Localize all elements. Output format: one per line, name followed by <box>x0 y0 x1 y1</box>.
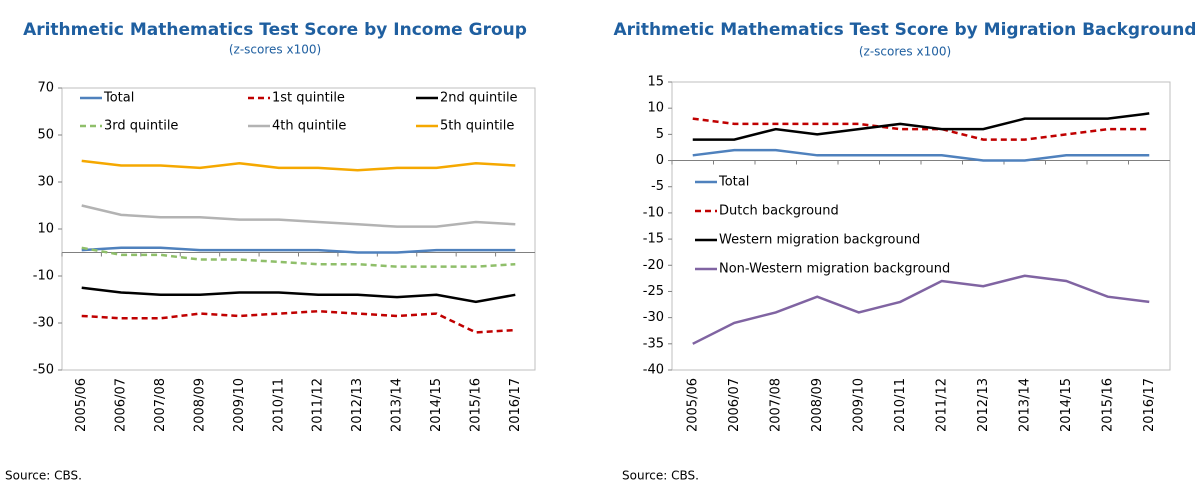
legend-label: Western migration background <box>719 233 920 248</box>
series-line <box>81 204 516 228</box>
legend-label: Non-Western migration background <box>719 262 950 277</box>
y-tick-label: 5 <box>656 127 664 142</box>
legend-label: 1st quintile <box>272 91 345 106</box>
chart-title: Arithmetic Mathematics Test Score by Mig… <box>613 20 1195 40</box>
series-line <box>692 117 1150 141</box>
legend-label: Dutch background <box>719 204 839 219</box>
x-tick-label: 2005/06 <box>685 378 700 432</box>
legend-label: 2nd quintile <box>440 91 518 106</box>
series-line <box>692 112 1150 141</box>
legend-label: Total <box>718 175 749 190</box>
x-tick-label: 2007/08 <box>768 378 783 432</box>
x-tick-label: 2008/09 <box>810 378 825 432</box>
x-tick-label: 2014/15 <box>1059 378 1074 432</box>
y-tick-label: 10 <box>37 222 54 237</box>
x-tick-label: 2013/14 <box>1017 378 1032 432</box>
x-tick-label: 2016/17 <box>508 378 523 432</box>
chart-subtitle: (z-scores x100) <box>859 45 951 59</box>
source-note: Source: CBS. <box>622 469 699 483</box>
chart-subtitle: (z-scores x100) <box>229 43 321 57</box>
x-tick-label: 2010/11 <box>893 378 908 432</box>
series-line <box>692 148 1150 162</box>
series-line <box>81 309 516 334</box>
y-tick-label: 15 <box>647 75 664 90</box>
legend-label: Total <box>103 91 134 106</box>
y-tick-label: -10 <box>643 205 664 220</box>
x-tick-label: 2011/12 <box>934 378 949 432</box>
x-tick-label: 2012/13 <box>976 378 991 432</box>
y-tick-label: -10 <box>33 269 54 284</box>
x-tick-label: 2009/10 <box>232 378 247 432</box>
series-line <box>81 159 516 172</box>
legend-label: 5th quintile <box>440 119 514 134</box>
x-tick-label: 2015/16 <box>468 378 483 432</box>
x-tick-label: 2012/13 <box>350 378 365 432</box>
y-tick-label: -35 <box>643 336 664 351</box>
legend-label: 3rd quintile <box>104 119 178 134</box>
y-tick-label: -50 <box>33 363 54 378</box>
x-tick-label: 2016/17 <box>1142 378 1157 432</box>
x-tick-label: 2013/14 <box>390 378 405 432</box>
x-tick-label: 2009/10 <box>851 378 866 432</box>
y-tick-label: 0 <box>656 153 664 168</box>
x-tick-label: 2015/16 <box>1100 378 1115 432</box>
legend-label: 4th quintile <box>272 119 346 134</box>
series-line <box>692 274 1150 345</box>
x-tick-label: 2010/11 <box>271 378 286 432</box>
x-tick-label: 2007/08 <box>153 378 168 432</box>
source-note: Source: CBS. <box>5 469 82 483</box>
y-tick-label: -30 <box>33 316 54 331</box>
series-line <box>81 246 516 254</box>
y-tick-label: 70 <box>37 81 54 96</box>
y-tick-label: 10 <box>647 101 664 116</box>
x-tick-label: 2011/12 <box>311 378 326 432</box>
plot-frame <box>671 81 1171 371</box>
x-tick-label: 2014/15 <box>429 378 444 432</box>
y-tick-label: -20 <box>643 258 664 273</box>
x-tick-label: 2005/06 <box>74 378 89 432</box>
x-tick-label: 2006/07 <box>727 378 742 432</box>
y-tick-label: -5 <box>651 179 664 194</box>
series-line <box>81 246 516 268</box>
y-tick-label: -30 <box>643 310 664 325</box>
y-tick-label: 30 <box>37 175 54 190</box>
x-tick-label: 2006/07 <box>114 378 129 432</box>
y-tick-label: -25 <box>643 284 664 299</box>
x-tick-label: 2008/09 <box>192 378 207 432</box>
y-tick-label: 50 <box>37 128 54 143</box>
y-tick-label: -15 <box>643 232 664 247</box>
series-line <box>81 286 516 304</box>
chart-title: Arithmetic Mathematics Test Score by Inc… <box>23 20 527 40</box>
y-tick-label: -40 <box>643 363 664 378</box>
